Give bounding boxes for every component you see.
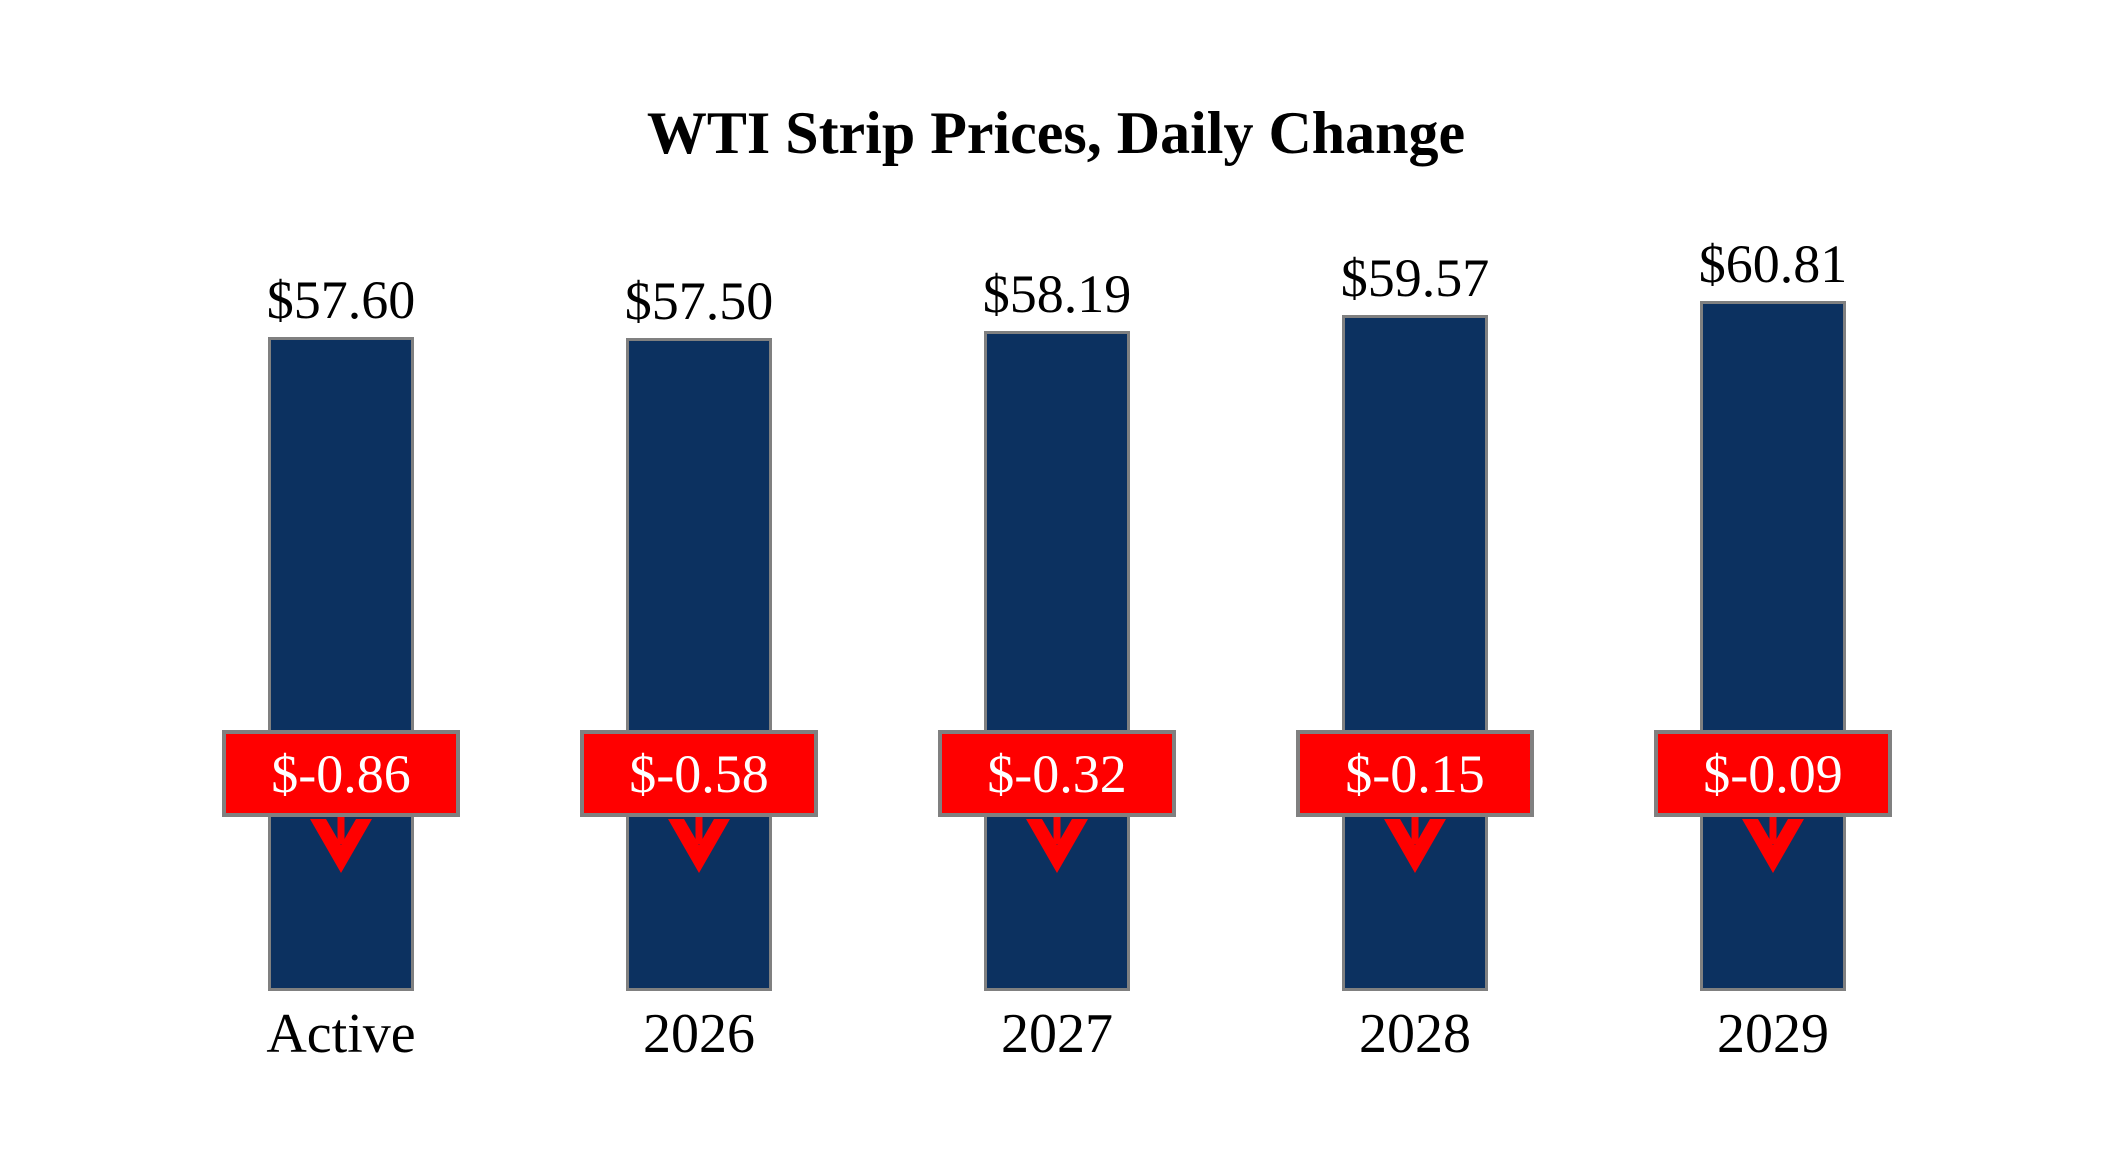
category-label: 2028: [1359, 1003, 1471, 1065]
category-label: 2027: [1001, 1003, 1113, 1065]
bar-group: $59.57 $-0.15 2028: [1296, 0, 1534, 1152]
price-label: $59.57: [1340, 248, 1490, 308]
change-label: $-0.32: [987, 743, 1127, 804]
price-label: $58.19: [982, 264, 1132, 324]
category-label: 2029: [1717, 1003, 1829, 1065]
price-label: $57.50: [624, 271, 774, 331]
change-badge: $-0.86: [222, 730, 460, 817]
chart-title: WTI Strip Prices, Daily Change: [646, 100, 1466, 166]
down-arrow-icon: [1742, 817, 1804, 873]
down-arrow-icon: [668, 817, 730, 873]
bar-group: $60.81 $-0.09 2029: [1654, 0, 1892, 1152]
bar: [1700, 301, 1846, 991]
price-label: $60.81: [1698, 234, 1848, 294]
category-label: Active: [266, 1003, 416, 1065]
bar: [1342, 315, 1488, 991]
change-badge: $-0.09: [1654, 730, 1892, 817]
change-label: $-0.86: [271, 743, 411, 804]
price-label: $57.60: [266, 270, 416, 330]
bar: [268, 337, 414, 991]
bar: [626, 338, 772, 991]
category-label: 2026: [643, 1003, 755, 1065]
change-label: $-0.58: [629, 743, 769, 804]
change-label: $-0.15: [1345, 743, 1485, 804]
down-arrow-icon: [1026, 817, 1088, 873]
bar-group: $57.60 $-0.86 Active: [222, 0, 460, 1152]
change-badge: $-0.15: [1296, 730, 1534, 817]
change-badge: $-0.32: [938, 730, 1176, 817]
change-label: $-0.09: [1703, 743, 1843, 804]
down-arrow-icon: [1384, 817, 1446, 873]
bar-group: $57.50 $-0.58 2026: [580, 0, 818, 1152]
bar-group: $58.19 $-0.32 2027: [938, 0, 1176, 1152]
change-badge: $-0.58: [580, 730, 818, 817]
bar: [984, 331, 1130, 991]
down-arrow-icon: [310, 817, 372, 873]
